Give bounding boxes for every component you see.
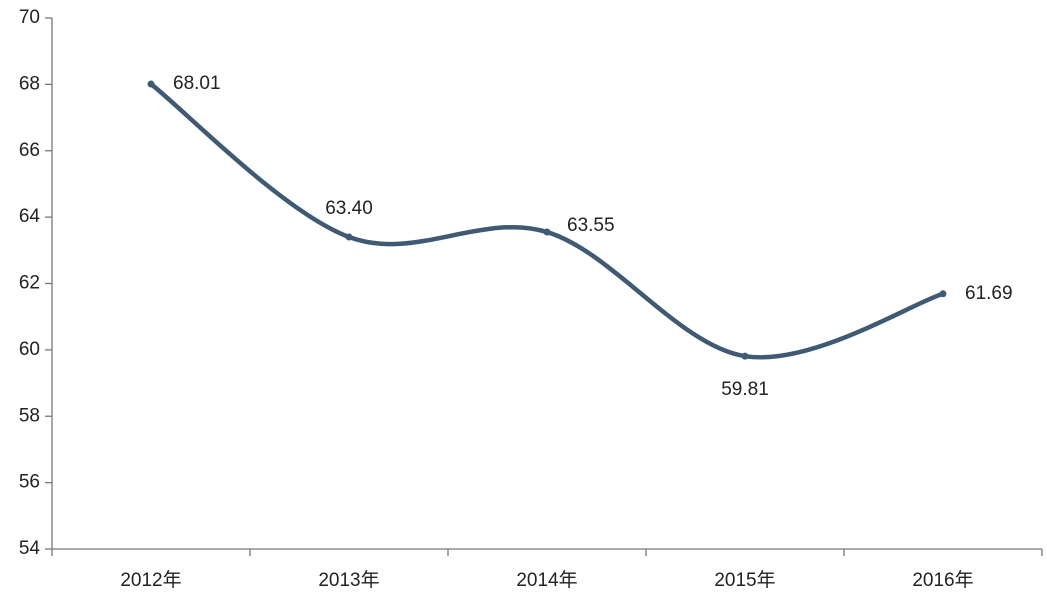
data-label: 63.55	[567, 215, 615, 236]
y-tick-label: 54	[19, 538, 41, 559]
x-tick-label: 2016年	[912, 569, 973, 591]
y-tick-label: 68	[19, 73, 40, 94]
data-point	[741, 352, 749, 360]
x-tick-label: 2014年	[516, 569, 577, 591]
y-tick-label: 62	[19, 273, 40, 294]
y-tick-label: 60	[19, 339, 40, 360]
data-label: 68.01	[173, 73, 221, 94]
x-tick-label: 2012年	[120, 569, 181, 591]
y-tick-label: 70	[19, 7, 40, 28]
x-tick-label: 2013年	[318, 569, 379, 591]
y-tick-label: 56	[19, 472, 40, 493]
y-tick-label: 58	[19, 405, 40, 426]
data-label: 63.40	[325, 198, 373, 219]
data-label: 59.81	[721, 379, 769, 400]
data-point	[543, 228, 551, 236]
x-tick-label: 2015年	[714, 569, 775, 591]
y-tick-label: 66	[19, 140, 40, 161]
y-tick-label: 64	[19, 206, 41, 227]
data-line	[148, 81, 946, 360]
data-point	[147, 80, 155, 88]
data-label: 61.69	[965, 283, 1013, 304]
data-point	[345, 233, 353, 241]
data-point	[939, 290, 947, 298]
